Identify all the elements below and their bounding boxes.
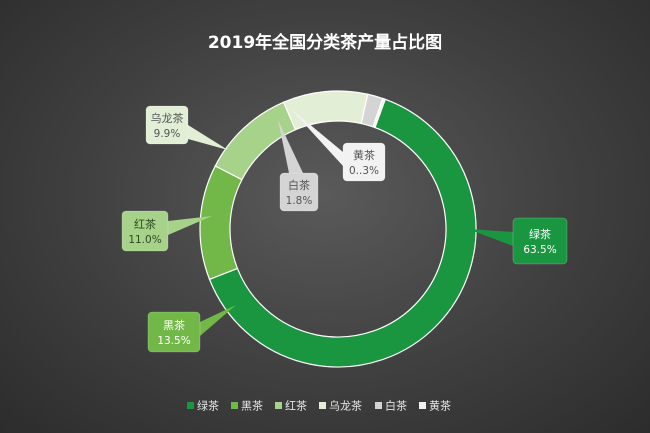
legend-swatch [375,402,382,409]
slice-4 [284,91,368,130]
legend-label: 红茶 [285,400,307,413]
data-label-value: 9.9% [154,128,181,140]
data-label-5: 白茶 1.8% [278,120,318,211]
legend-label: 乌龙茶 [329,399,362,413]
legend-item-1: 绿茶 [187,399,219,413]
legend-swatch [275,402,282,409]
data-label-name: 红茶 [134,218,156,231]
legend: 绿茶 黑茶 红茶 乌龙茶 白茶 黄茶 [187,399,451,413]
slice-2 [200,166,242,279]
legend-label: 绿茶 [197,399,219,413]
legend-label: 白茶 [385,399,407,413]
data-label-value: 0..3% [349,165,379,177]
data-label-3: 红茶 11.0% [122,211,212,251]
legend-swatch [231,402,238,409]
data-label-value: 63.5% [523,244,556,256]
legend-label: 黑茶 [241,400,263,413]
legend-label: 黄茶 [429,399,451,413]
donut-slices [200,91,476,367]
data-label-callouts: 绿茶 63.5% 黑茶 13.5% 红茶 11.0% 乌龙茶 9.9% 白茶 1.8% 黄茶 0..3… [122,106,567,352]
data-label-value: 1.8% [286,195,313,207]
data-label-value: 11.0% [128,234,161,246]
data-label-value: 13.5% [157,335,190,347]
chart-title: 2019年全国分类茶产量占比图 [208,32,442,53]
legend-item-2: 黑茶 [231,400,263,413]
callout-pointer [188,125,228,150]
legend-item-4: 乌龙茶 [319,399,362,413]
data-label-name: 黄茶 [353,148,375,162]
data-label-name: 白茶 [288,178,310,192]
data-label-name: 绿茶 [529,227,551,241]
legend-swatch [319,402,326,409]
legend-swatch [419,402,426,409]
callout-pointer [200,305,236,336]
data-label-name: 乌龙茶 [151,111,184,125]
legend-item-3: 红茶 [275,400,307,413]
data-label-1: 绿茶 63.5% [468,218,567,264]
data-label-4: 乌龙茶 9.9% [146,106,228,150]
legend-swatch [187,402,194,409]
data-label-2: 黑茶 13.5% [148,305,236,352]
data-label-name: 黑茶 [163,319,185,332]
legend-item-5: 白茶 [375,399,407,413]
callout-box [513,218,567,264]
legend-item-6: 黄茶 [419,399,451,413]
